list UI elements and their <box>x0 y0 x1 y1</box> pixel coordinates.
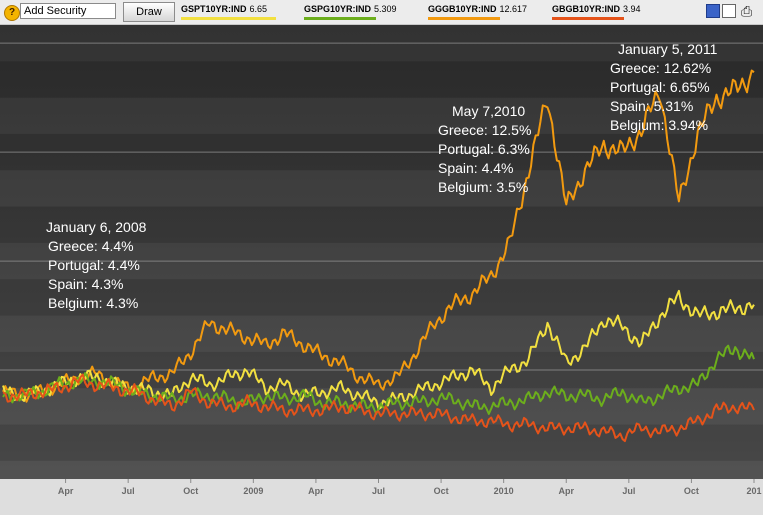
x-tick-label: 2009 <box>243 486 263 496</box>
annotation-line: May 7,2010 <box>452 103 525 119</box>
annotation-line: Portugal: 6.65% <box>610 79 710 95</box>
series-line-gggb10yr-ind <box>2 69 755 403</box>
annotation-line: Spain: 4.4% <box>438 160 514 176</box>
x-axis: Apr Jul Oct 2009 Apr Jul Oct 2010 Apr Jul Oct 201 <box>58 479 762 496</box>
x-tick-label: Jul <box>622 486 635 496</box>
annotation-line: January 5, 2011 <box>618 41 718 57</box>
x-tick-label: Oct <box>183 486 198 496</box>
x-tick-label: Apr <box>308 486 324 496</box>
series-line-gbgb10yr-ind <box>2 373 755 443</box>
ticker-value: 6.65 <box>249 4 268 14</box>
horizontal-gridlines <box>0 42 763 371</box>
chart-band <box>0 170 763 206</box>
annotation-line: Spain: 5.31% <box>610 98 693 114</box>
ticker-value: 5.309 <box>374 4 397 14</box>
ticker-color-bar <box>552 17 624 20</box>
ticker-value: 3.94 <box>623 4 641 14</box>
annotation-line: Portugal: 4.4% <box>48 257 140 273</box>
help-icon[interactable]: ? <box>4 5 20 21</box>
annotation-line: Belgium: 4.3% <box>48 295 138 311</box>
chart-band <box>0 461 763 479</box>
x-tick-label: 201 <box>746 486 761 496</box>
series-lines <box>2 69 755 443</box>
annotation-2008: January 6, 2008 Greece: 4.4% Portugal: 4… <box>46 219 147 311</box>
x-axis-strip <box>0 479 763 515</box>
ticker-gbgb10yr[interactable]: GBGB10YR:IND 3.94 <box>552 4 672 22</box>
chart-band <box>0 61 763 98</box>
x-tick-label: Oct <box>434 486 449 496</box>
annotation-line: Greece: 12.62% <box>610 60 711 76</box>
ticker-color-bar <box>181 17 276 20</box>
ticker-gspg10yr[interactable]: GSPG10YR:IND 5.309 <box>304 4 424 22</box>
color-scheme-light-icon[interactable] <box>722 4 736 18</box>
x-tick-label: Apr <box>559 486 575 496</box>
x-tick-label: Apr <box>58 486 74 496</box>
ticker-symbol: GSPG10YR:IND <box>304 4 372 14</box>
annotation-line: Belgium: 3.5% <box>438 179 528 195</box>
ticker-symbol: GSPT10YR:IND <box>181 4 247 14</box>
x-tick-label: 2010 <box>494 486 514 496</box>
annotation-line: Greece: 12.5% <box>438 122 531 138</box>
annotation-line: Greece: 4.4% <box>48 238 134 254</box>
ticker-color-bar <box>428 17 500 20</box>
chart-band <box>0 206 763 243</box>
ticker-gggb10yr[interactable]: GGGB10YR:IND 12.617 <box>428 4 548 22</box>
x-tick-label: Oct <box>684 486 699 496</box>
color-scheme-dark-icon[interactable] <box>706 4 720 18</box>
ticker-symbol: GBGB10YR:IND <box>552 4 621 14</box>
annotation-2011: January 5, 2011 Greece: 12.62% Portugal:… <box>610 41 718 133</box>
draw-button[interactable]: Draw <box>123 2 175 22</box>
add-security-input[interactable] <box>20 3 116 19</box>
line-chart: Apr Jul Oct 2009 Apr Jul Oct 2010 Apr Jul Oct 201 J… <box>0 25 763 515</box>
annotation-line: January 6, 2008 <box>46 219 147 235</box>
print-icon[interactable]: ⎙ <box>741 3 753 19</box>
ticker-color-bar <box>304 17 376 20</box>
ticker-value: 12.617 <box>499 4 528 14</box>
annotation-2010: May 7,2010 Greece: 12.5% Portugal: 6.3% … <box>438 103 531 195</box>
annotation-line: Belgium: 3.94% <box>610 117 708 133</box>
annotation-line: Portugal: 6.3% <box>438 141 530 157</box>
ticker-gspt10yr[interactable]: GSPT10YR:IND 6.65 <box>181 4 291 22</box>
chart-background <box>0 25 763 515</box>
x-tick-label: Jul <box>122 486 135 496</box>
x-tick-label: Jul <box>372 486 385 496</box>
ticker-symbol: GGGB10YR:IND <box>428 4 497 14</box>
annotation-line: Spain: 4.3% <box>48 276 124 292</box>
chart-band <box>0 279 763 316</box>
chart-band <box>0 424 763 461</box>
